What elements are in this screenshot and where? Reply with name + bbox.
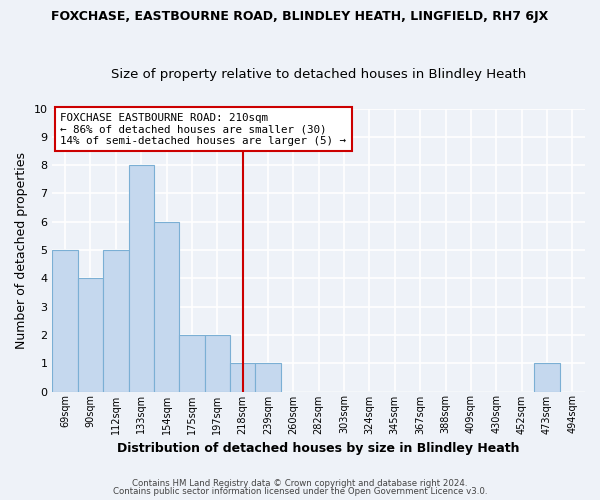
Bar bbox=[256, 363, 281, 392]
Bar bbox=[78, 278, 103, 392]
Title: Size of property relative to detached houses in Blindley Heath: Size of property relative to detached ho… bbox=[111, 68, 526, 81]
Bar bbox=[205, 335, 230, 392]
Bar bbox=[128, 165, 154, 392]
Text: Contains public sector information licensed under the Open Government Licence v3: Contains public sector information licen… bbox=[113, 487, 487, 496]
Bar bbox=[52, 250, 78, 392]
Bar bbox=[179, 335, 205, 392]
Bar bbox=[230, 363, 256, 392]
Bar bbox=[154, 222, 179, 392]
Text: FOXCHASE EASTBOURNE ROAD: 210sqm
← 86% of detached houses are smaller (30)
14% o: FOXCHASE EASTBOURNE ROAD: 210sqm ← 86% o… bbox=[61, 113, 346, 146]
X-axis label: Distribution of detached houses by size in Blindley Heath: Distribution of detached houses by size … bbox=[118, 442, 520, 455]
Bar bbox=[534, 363, 560, 392]
Bar bbox=[103, 250, 128, 392]
Text: FOXCHASE, EASTBOURNE ROAD, BLINDLEY HEATH, LINGFIELD, RH7 6JX: FOXCHASE, EASTBOURNE ROAD, BLINDLEY HEAT… bbox=[52, 10, 548, 23]
Y-axis label: Number of detached properties: Number of detached properties bbox=[15, 152, 28, 348]
Text: Contains HM Land Registry data © Crown copyright and database right 2024.: Contains HM Land Registry data © Crown c… bbox=[132, 478, 468, 488]
